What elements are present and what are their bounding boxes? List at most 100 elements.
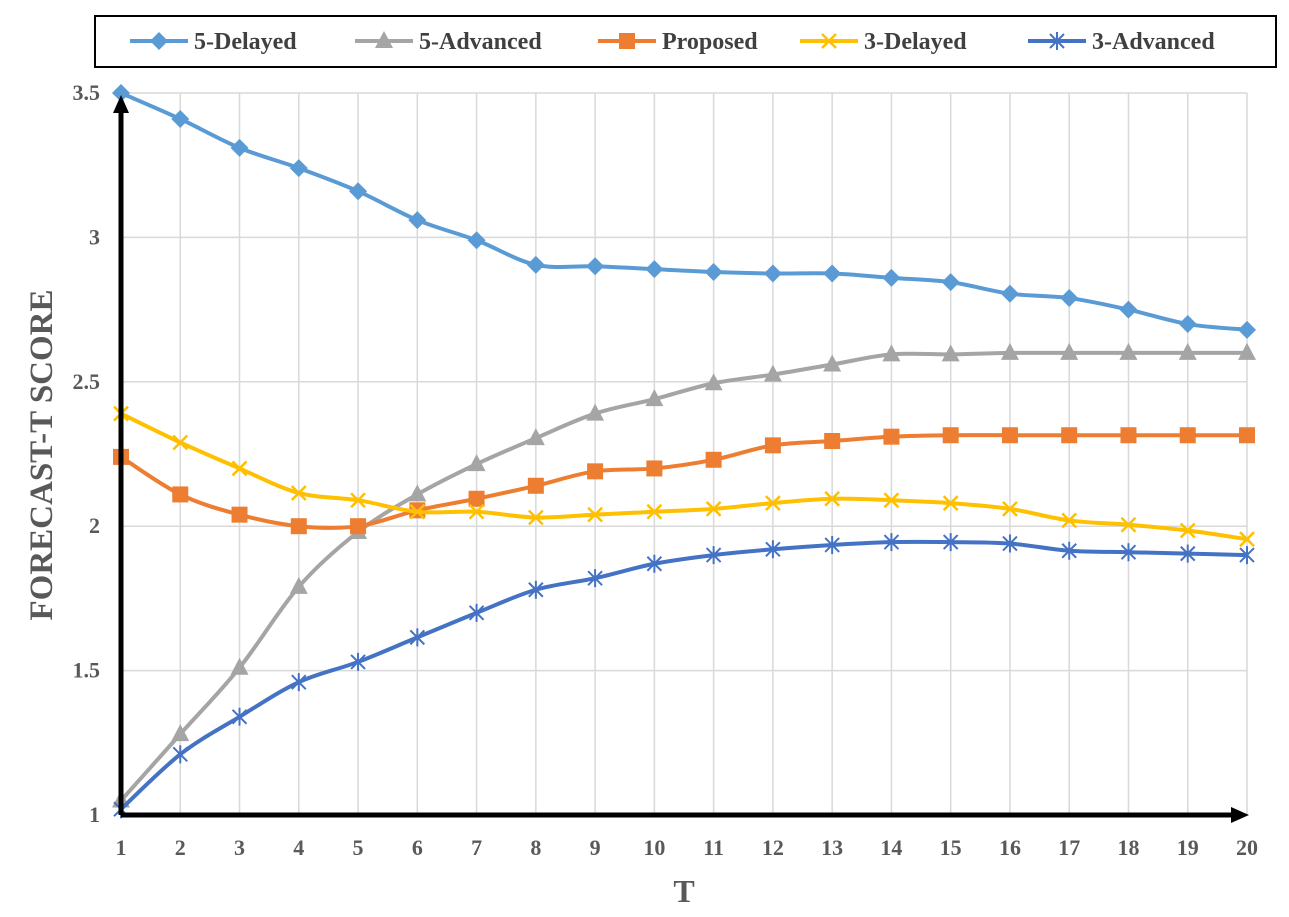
data-point-5-advanced (289, 576, 308, 594)
y-tick-label: 3.5 (73, 80, 101, 105)
data-point-proposed (764, 437, 781, 454)
data-point-5-delayed (645, 260, 664, 279)
data-point-5-advanced (1238, 342, 1256, 360)
data-point-proposed (468, 490, 485, 507)
x-tick-label: 9 (590, 835, 601, 860)
data-point-3-advanced (646, 554, 663, 573)
data-point-5-advanced (1000, 342, 1019, 360)
legend-label-3-delayed: 3-Delayed (864, 29, 967, 55)
data-point-5-delayed (882, 268, 901, 287)
data-point-3-delayed (765, 495, 781, 511)
legend-label-5-advanced: 5-Advanced (419, 29, 542, 55)
data-point-proposed (883, 428, 900, 445)
series-3-advanced (113, 533, 1255, 819)
data-point-3-advanced (291, 673, 307, 692)
data-point-3-delayed (409, 503, 426, 520)
y-axis-title: FORECAST-T SCORE (24, 289, 60, 620)
legend-label-5-delayed: 5-Delayed (194, 29, 297, 55)
data-point-3-delayed (942, 495, 959, 511)
data-point-3-delayed (705, 500, 722, 517)
series-5-advanced (112, 342, 1256, 808)
y-tick-label: 1.5 (73, 658, 101, 683)
data-point-3-delayed (1179, 522, 1196, 539)
series-line-5-delayed (120, 91, 1248, 332)
data-point-proposed (705, 451, 722, 468)
series-3-delayed (113, 405, 1255, 548)
data-point-3-delayed (587, 506, 603, 523)
x-tick-label: 5 (353, 835, 364, 860)
data-point-5-advanced (408, 484, 427, 502)
data-point-proposed (824, 433, 841, 450)
data-point-5-delayed (1060, 289, 1079, 308)
data-point-3-advanced (1120, 543, 1137, 562)
data-point-3-advanced (409, 628, 426, 647)
x-axis-arrow (1231, 807, 1249, 823)
data-point-3-advanced (883, 533, 900, 552)
axes (113, 95, 1249, 823)
series-line-3-delayed (120, 411, 1248, 542)
legend: 5-Delayed 5-Advanced Proposed 3-Delayed 3-Ad… (94, 15, 1277, 68)
x-tick-label: 4 (293, 835, 304, 860)
legend-item-5-advanced: 5-Advanced (355, 29, 542, 55)
data-point-proposed (527, 477, 544, 494)
x-tick-label: 13 (821, 835, 843, 860)
legend-marker-5-advanced (375, 31, 393, 48)
grid (120, 92, 1248, 816)
data-point-proposed (942, 427, 959, 444)
y-tick-label: 2.5 (73, 369, 101, 394)
data-point-5-delayed (941, 273, 960, 292)
data-point-5-advanced (586, 403, 605, 421)
x-tick-label: 12 (762, 835, 784, 860)
data-point-5-advanced (763, 364, 782, 382)
x-tick-label: 8 (530, 835, 541, 860)
legend-item-3-advanced: 3-Advanced (1028, 29, 1215, 55)
legend-item-5-delayed: 5-Delayed (130, 29, 297, 55)
data-point-5-delayed (763, 264, 782, 283)
data-point-3-advanced (824, 535, 840, 554)
data-point-5-advanced (467, 454, 486, 472)
data-point-5-delayed (704, 263, 723, 282)
data-point-3-advanced (765, 540, 781, 559)
data-point-proposed (1120, 427, 1137, 444)
data-point-5-advanced (526, 428, 545, 446)
series-layer (112, 84, 1256, 819)
data-point-3-delayed (646, 503, 663, 520)
y-tick-label: 1 (89, 802, 100, 827)
data-point-5-delayed (349, 182, 368, 201)
series-line-3-advanced (119, 539, 1248, 811)
data-point-3-advanced (350, 652, 366, 671)
data-point-5-delayed (171, 109, 190, 128)
x-tick-label: 17 (1058, 835, 1080, 860)
data-point-3-delayed (468, 503, 485, 520)
data-point-3-advanced (1239, 546, 1255, 565)
data-point-3-delayed (527, 509, 544, 526)
series-line-5-advanced (119, 350, 1247, 802)
x-tick-label: 16 (999, 835, 1021, 860)
legend-item-3-delayed: 3-Delayed (800, 29, 967, 55)
data-point-5-delayed (586, 257, 605, 276)
data-point-5-delayed (823, 264, 842, 283)
y-axis-arrow (113, 95, 129, 113)
data-point-3-advanced (172, 745, 188, 764)
data-point-proposed (290, 518, 307, 535)
x-tick-label: 19 (1177, 835, 1199, 860)
ticks: 11.522.533.51 2 3 4 5 6 7 8 9 10 11 12 13 14 15 16 17 18 1… (73, 80, 1259, 860)
data-point-3-advanced (231, 707, 248, 726)
data-point-3-delayed (350, 492, 366, 509)
y-tick-label: 2 (89, 513, 100, 538)
x-tick-label: 7 (471, 835, 482, 860)
series-5-delayed (112, 84, 1256, 339)
data-point-5-advanced (230, 657, 249, 675)
data-point-5-delayed (1178, 315, 1197, 334)
data-point-5-advanced (171, 724, 190, 742)
data-point-5-delayed (112, 84, 130, 102)
data-point-3-delayed (824, 490, 841, 507)
data-point-5-delayed (467, 231, 486, 250)
data-point-3-delayed (231, 460, 248, 477)
legend-marker-3-advanced (1049, 32, 1065, 50)
legend-marker-proposed (619, 33, 635, 49)
data-point-5-advanced (1119, 342, 1138, 360)
data-point-proposed (231, 506, 248, 523)
data-point-proposed (646, 460, 663, 477)
